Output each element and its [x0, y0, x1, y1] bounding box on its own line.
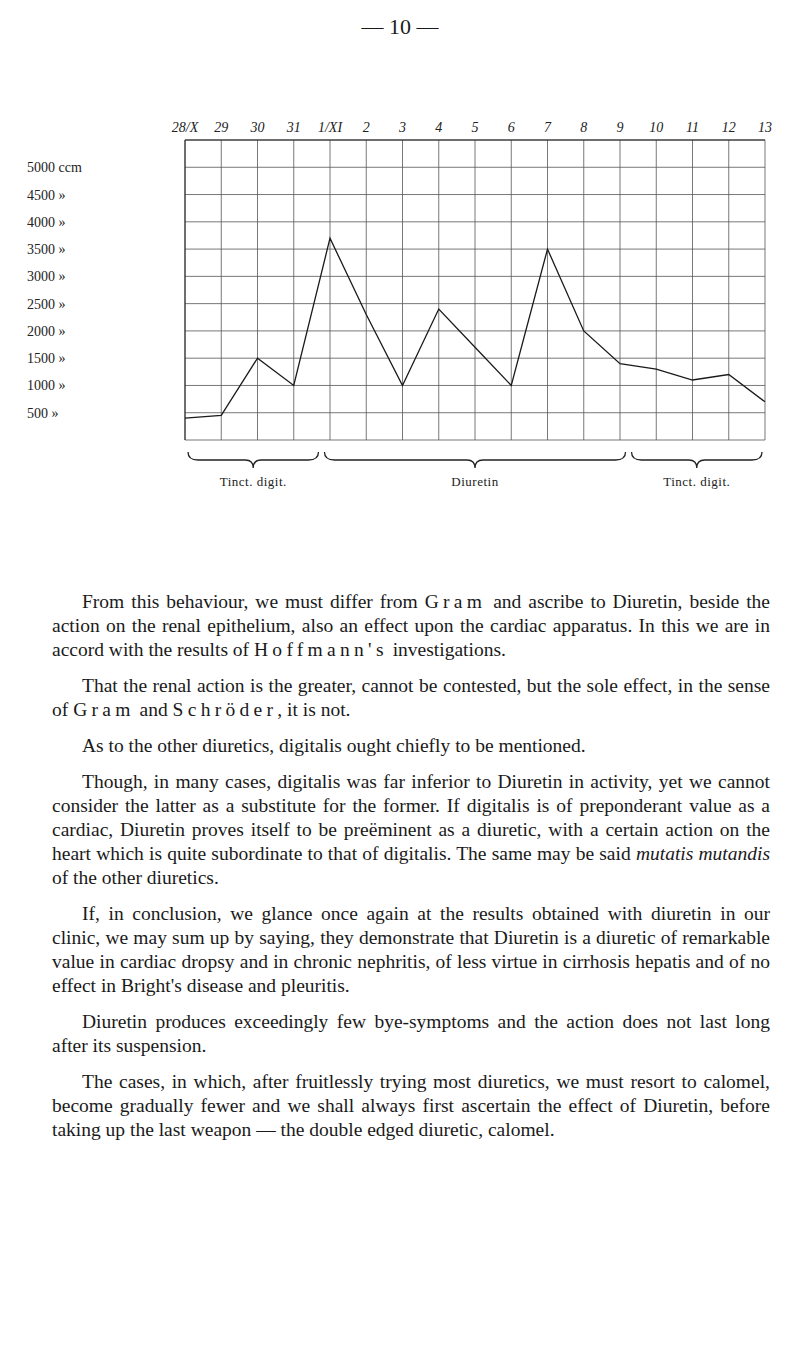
svg-text:10: 10 — [649, 120, 663, 135]
svg-text:4000 »: 4000 » — [27, 215, 66, 230]
html-text:of the other diuretics.: of the other diuretics. — [52, 867, 219, 888]
html-text:As to the other diuretics, dig: As to the other diuretics, digitalis oug… — [82, 735, 586, 756]
html-text:The cases, in which, after fru: The cases, in which, after fruitlessly t… — [52, 1071, 770, 1140]
svg-text:6: 6 — [508, 120, 515, 135]
svg-text:4500 »: 4500 » — [27, 188, 66, 203]
svg-text:Tinct. digit.: Tinct. digit. — [663, 474, 730, 489]
svg-text:5000 ccm: 5000 ccm — [27, 160, 82, 175]
svg-text:7: 7 — [544, 120, 552, 135]
svg-text:8: 8 — [580, 120, 587, 135]
svg-text:3500 »: 3500 » — [27, 242, 66, 257]
svg-text:2000 »: 2000 » — [27, 324, 66, 339]
svg-text:29: 29 — [214, 120, 228, 135]
svg-text:Diuretin: Diuretin — [451, 474, 498, 489]
svg-text:4: 4 — [435, 120, 442, 135]
svg-text:11: 11 — [686, 120, 699, 135]
svg-text:500 »: 500 » — [27, 406, 59, 421]
html-text:Though, in many cases, digital: Though, in many cases, digitalis was far… — [52, 771, 770, 864]
svg-text:9: 9 — [617, 120, 624, 135]
html-text:Diuretin produces exceedingly: Diuretin produces exceedingly few bye-sy… — [52, 1011, 770, 1056]
svg-text:1500 »: 1500 » — [27, 351, 66, 366]
svg-text:12: 12 — [722, 120, 736, 135]
svg-text:1/XI: 1/XI — [318, 120, 343, 135]
svg-text:3: 3 — [398, 120, 406, 135]
svg-text:3000 »: 3000 » — [27, 269, 66, 284]
html-text:— 10 —: — 10 — — [361, 14, 439, 39]
svg-text:2: 2 — [363, 120, 370, 135]
svg-text:30: 30 — [250, 120, 265, 135]
svg-text:Tinct. digit.: Tinct. digit. — [220, 474, 287, 489]
svg-text:31: 31 — [286, 120, 301, 135]
svg-text:28/X: 28/X — [172, 120, 199, 135]
svg-text:13: 13 — [758, 120, 772, 135]
html-text:From this behaviour, we must d: From this behaviour, we must differ from… — [52, 591, 770, 660]
svg-text:5: 5 — [472, 120, 479, 135]
html-text:That the renal action is the g: That the renal action is the greater, ca… — [52, 675, 770, 720]
html-text:If, in conclusion, we glance o: If, in conclusion, we glance once again … — [52, 903, 770, 996]
svg-text:1000 »: 1000 » — [27, 378, 66, 393]
svg-text:2500 »: 2500 » — [27, 297, 66, 312]
